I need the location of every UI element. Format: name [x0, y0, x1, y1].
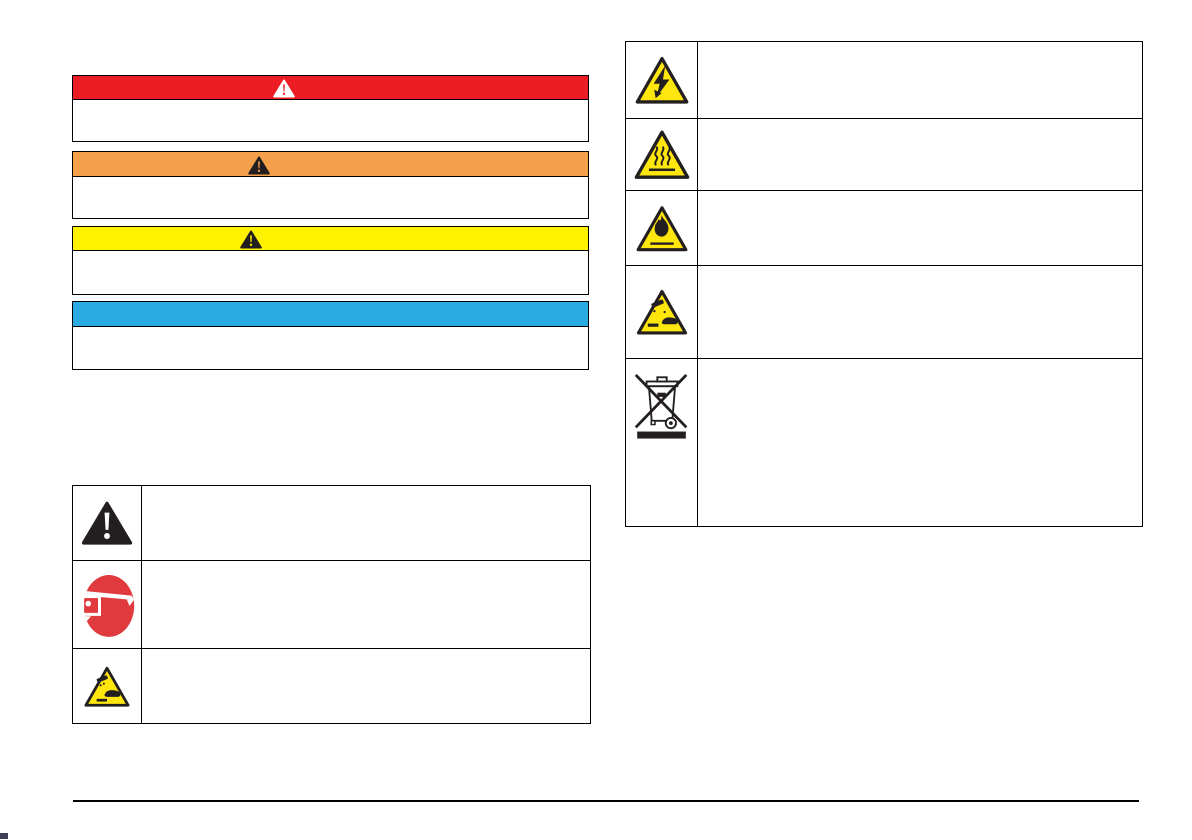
warning-triangle-white-icon [273, 79, 295, 98]
symbol-description [698, 359, 1142, 526]
notice-banner-background [73, 302, 588, 326]
warning-banner-body [72, 177, 589, 219]
footer-divider [73, 800, 1139, 802]
symbol-description [142, 486, 590, 560]
warning-banner-header [72, 151, 589, 177]
icon-cell [626, 359, 698, 526]
icon-cell [626, 119, 698, 190]
icon-cell [626, 191, 698, 265]
table-row [626, 119, 1142, 191]
danger-banner-header [72, 75, 589, 100]
chemical-hazard-icon [84, 666, 130, 707]
corner-artifact [0, 833, 8, 839]
symbol-description [142, 649, 590, 723]
notice-banner-header [72, 301, 589, 327]
icon-cell [73, 561, 142, 648]
table-row [626, 359, 1142, 526]
danger-banner-background [73, 76, 588, 99]
table-row [73, 649, 590, 723]
table-row [626, 191, 1142, 266]
table-row [626, 42, 1142, 119]
fire-hazard-icon [636, 205, 687, 251]
icon-cell [73, 486, 142, 560]
warning-banner-background [73, 152, 588, 176]
symbol-description [698, 42, 1142, 118]
warning-alert-banner [72, 151, 589, 219]
notice-banner-body [72, 327, 589, 370]
table-row [626, 266, 1142, 359]
electrical-shock-hazard-icon [635, 56, 688, 104]
icon-cell [626, 266, 698, 358]
general-warning-icon [81, 501, 133, 545]
caution-alert-banner [72, 226, 589, 295]
precaution-symbol-table [72, 485, 591, 724]
symbol-description [698, 119, 1142, 190]
warning-triangle-black-icon [248, 156, 270, 175]
warning-triangle-black-icon [240, 230, 262, 249]
table-row [73, 486, 590, 561]
eye-protection-icon [80, 574, 135, 637]
notice-alert-banner [72, 301, 589, 370]
weee-disposal-icon [634, 373, 687, 439]
symbol-description [698, 191, 1142, 265]
caution-banner-body [72, 251, 589, 295]
table-row [73, 561, 590, 649]
icon-cell [626, 42, 698, 118]
danger-banner-body [72, 100, 589, 142]
caution-banner-background [73, 227, 588, 250]
hot-surface-hazard-icon [634, 130, 689, 179]
icon-cell [73, 649, 142, 723]
corrosive-chemical-hazard-icon [636, 290, 687, 335]
symbol-description [698, 266, 1142, 358]
danger-alert-banner [72, 75, 589, 142]
hazard-symbol-table [625, 41, 1143, 527]
symbol-description [142, 561, 590, 648]
caution-banner-header [72, 226, 589, 251]
